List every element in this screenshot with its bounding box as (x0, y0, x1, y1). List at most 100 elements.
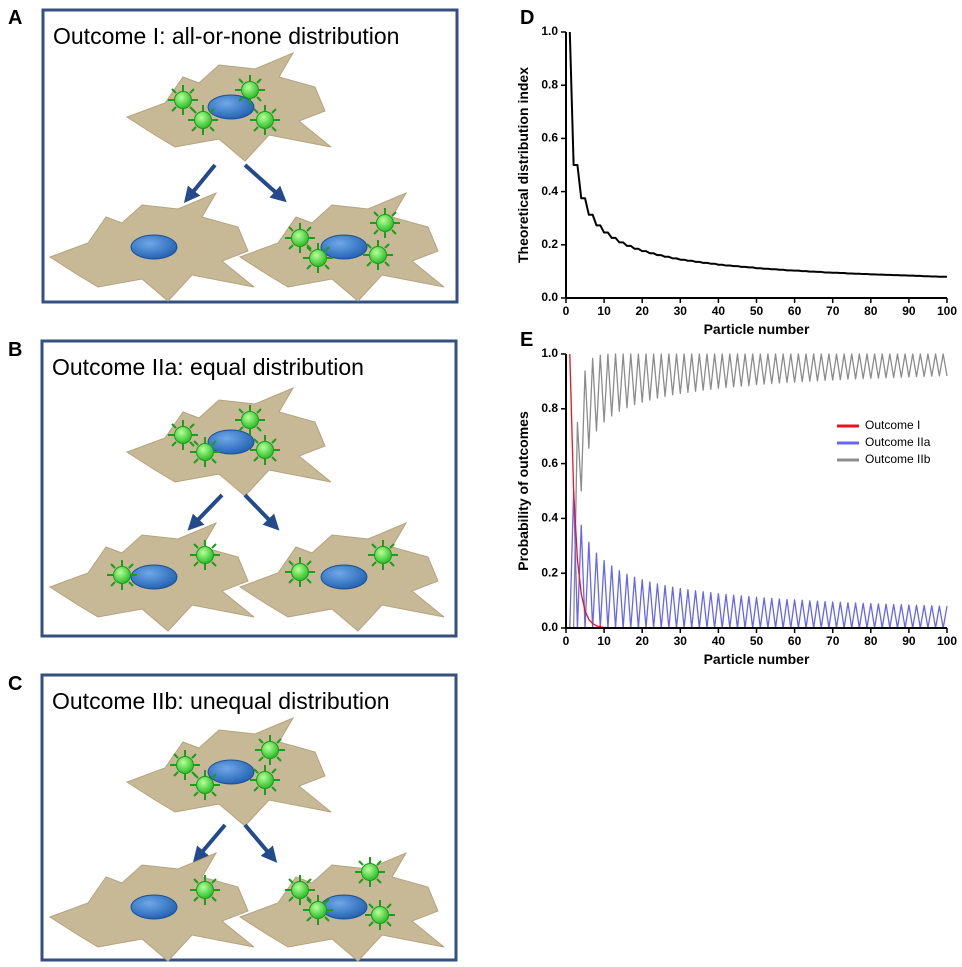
panel-title: Outcome I: all-or-none distribution (53, 23, 399, 49)
series-line (569, 490, 948, 629)
cell (48, 851, 255, 962)
y-tick-label: 0.4 (541, 511, 558, 525)
x-tick-label: 80 (864, 304, 878, 318)
arrow (243, 163, 287, 203)
particle (234, 404, 266, 436)
particle (234, 74, 266, 106)
particle (249, 104, 281, 136)
y-axis-title: Probability of outcomes (515, 411, 531, 571)
cell (125, 51, 332, 162)
cell (125, 716, 332, 827)
cell (238, 521, 445, 632)
panel-title: Outcome IIa: equal distribution (52, 354, 364, 380)
x-tick-label: 0 (563, 304, 570, 318)
y-tick-label: 0.6 (541, 131, 558, 145)
diagram-panels: A Outcome I: all-or-none distribution B Out… (8, 7, 459, 962)
cell (48, 191, 255, 302)
x-tick-label: 50 (750, 634, 764, 648)
particle (106, 559, 138, 591)
particle (189, 769, 221, 801)
arrow (243, 493, 280, 531)
particle (167, 419, 199, 451)
panel-frame (40, 673, 458, 962)
x-tick-label: 20 (636, 304, 650, 318)
arrow (192, 823, 227, 863)
y-tick-label: 1.0 (541, 24, 558, 38)
panel-label: B (8, 339, 22, 361)
particle (354, 856, 386, 888)
nucleus (320, 564, 368, 590)
particle (364, 899, 396, 931)
x-axis-title: Particle number (704, 651, 810, 667)
x-tick-label: 50 (750, 304, 764, 318)
panel-title: Outcome IIb: unequal distribution (52, 688, 390, 714)
y-axis-title: Theoretical distribution index (515, 67, 531, 263)
particle (367, 539, 399, 571)
x-tick-label: 70 (826, 634, 840, 648)
particle (362, 239, 394, 271)
x-tick-label: 60 (788, 634, 802, 648)
particle (189, 874, 221, 906)
particle (302, 894, 334, 926)
particle (189, 539, 221, 571)
charts: D 0.0 0.2 0.4 0.6 0.8 1.0 0 10 20 30 40 50 60 70 80 90 10… (515, 7, 957, 667)
cell (238, 851, 445, 962)
panel-label: D (520, 7, 534, 29)
y-tick-label: 0.2 (541, 237, 558, 251)
x-tick-label: 30 (674, 634, 688, 648)
x-tick-label: 40 (712, 634, 726, 648)
nucleus (130, 234, 178, 260)
cell (125, 386, 332, 497)
x-tick-label: 90 (902, 634, 916, 648)
series-line (568, 31, 947, 278)
y-tick-label: 0.8 (541, 401, 558, 415)
y-tick-label: 0.0 (541, 620, 558, 634)
arrow (243, 823, 278, 863)
nucleus (320, 234, 368, 260)
particle (284, 556, 316, 588)
panel-label: C (8, 673, 22, 695)
particle (249, 434, 281, 466)
x-tick-label: 0 (563, 634, 570, 648)
arrow (187, 493, 224, 531)
cell (238, 191, 445, 302)
x-tick-label: 60 (788, 304, 802, 318)
nucleus (130, 894, 178, 920)
legend-label: Outcome I (865, 418, 920, 432)
particle (284, 874, 316, 906)
particle (254, 734, 286, 766)
x-axis-title: Particle number (704, 321, 810, 337)
nucleus (320, 894, 368, 920)
series-line (569, 353, 948, 629)
y-tick-label: 0.0 (541, 290, 558, 304)
particle (369, 207, 401, 239)
x-tick-label: 90 (902, 304, 916, 318)
x-tick-label: 20 (636, 634, 650, 648)
particle (249, 764, 281, 796)
panel-label: A (8, 7, 22, 29)
y-tick-label: 0.6 (541, 456, 558, 470)
arrow (183, 163, 217, 203)
panel-frame (41, 8, 459, 304)
y-tick-label: 0.2 (541, 565, 558, 579)
x-tick-label: 10 (597, 634, 611, 648)
x-tick-label: 70 (826, 304, 840, 318)
x-tick-label: 100 (937, 634, 957, 648)
panel-frame (40, 339, 458, 638)
cell (48, 521, 255, 632)
panel-label: E (520, 329, 533, 351)
x-tick-label: 10 (597, 304, 611, 318)
nucleus (207, 759, 255, 785)
particle (187, 104, 219, 136)
nucleus (207, 429, 255, 455)
legend-label: Outcome IIb (865, 452, 931, 466)
x-tick-label: 40 (712, 304, 726, 318)
particle (284, 222, 316, 254)
x-tick-label: 30 (674, 304, 688, 318)
x-tick-label: 80 (864, 634, 878, 648)
legend-label: Outcome IIa (865, 435, 931, 449)
y-tick-label: 0.8 (541, 77, 558, 91)
particle (302, 242, 334, 274)
nucleus (130, 564, 178, 590)
